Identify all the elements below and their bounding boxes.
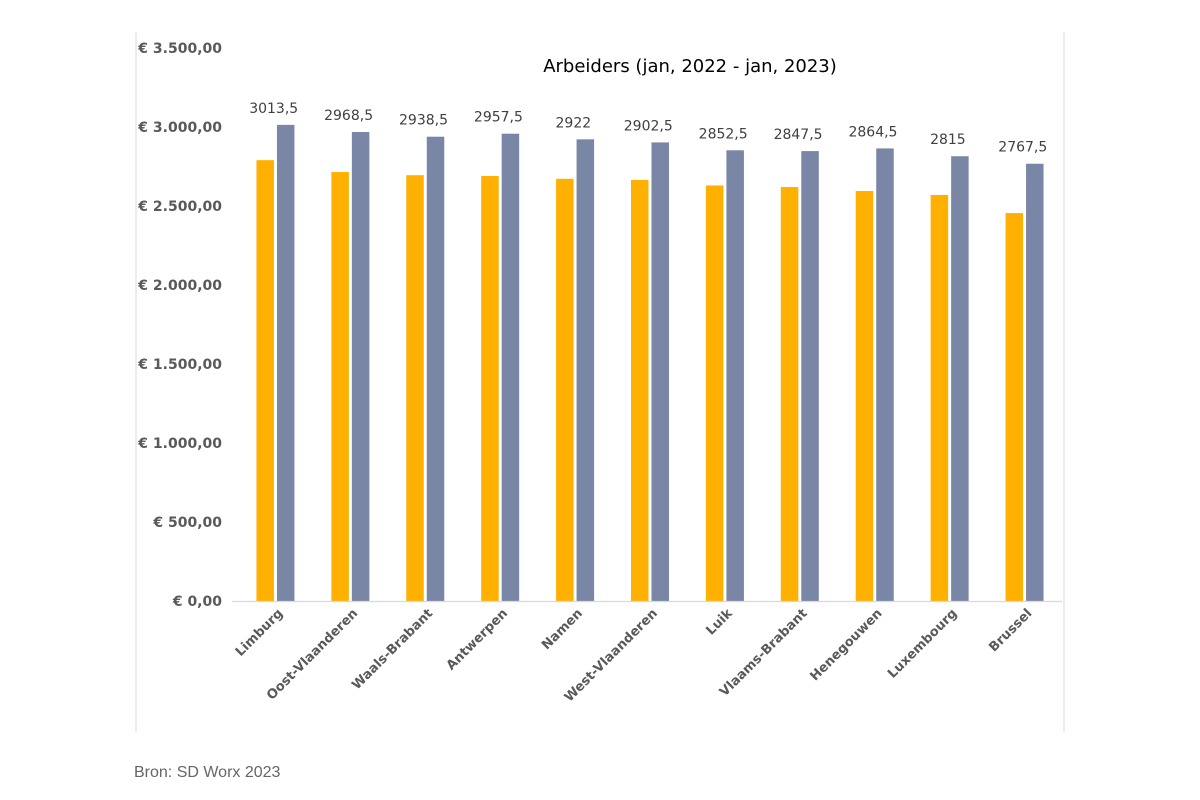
data-label: 2968,5 — [324, 108, 373, 124]
bar-jan-2022 — [780, 187, 799, 602]
x-tick-label: Antwerpen — [444, 606, 511, 673]
bar-jan-2022 — [556, 178, 574, 601]
x-tick-label: Waals-Brabant — [349, 606, 436, 693]
data-label: 2864,5 — [848, 124, 897, 140]
bar-jan-2022 — [855, 190, 874, 602]
data-label: 2938,5 — [399, 113, 448, 129]
bar-jan-2022 — [705, 185, 724, 601]
bar-jan-2022 — [930, 194, 949, 601]
bar-jan-2022 — [406, 175, 424, 601]
y-axis: € 0,00 € 500,00 € 1.000,00 € 1.500,00 € 2.00… — [137, 41, 222, 610]
data-label: 2902,5 — [624, 118, 673, 134]
data-label: 3013,5 — [249, 101, 298, 117]
data-label: 2852,5 — [699, 126, 748, 142]
x-tick-label: Limburg — [233, 606, 286, 659]
data-label: 2957,5 — [474, 110, 523, 126]
y-tick-label: € 0,00 — [172, 594, 222, 610]
bar-jan-2023 — [876, 148, 894, 601]
bar-jan-2023 — [576, 139, 595, 601]
bar-jan-2022 — [1005, 213, 1024, 602]
bars-group — [256, 124, 1044, 602]
data-labels-group: 3013,5 2968,5 2938,5 2957,5 2922 2902,5 2852,5… — [249, 101, 1047, 156]
bar-jan-2023 — [1026, 163, 1044, 602]
bar-jan-2023 — [951, 156, 969, 602]
x-tick-label: Brussel — [986, 606, 1035, 655]
chart-title: Arbeiders (jan, 2022 - jan, 2023) — [543, 56, 837, 77]
x-tick-label: Henegouwen — [808, 606, 886, 684]
x-tick-label: Luxembourg — [885, 606, 960, 681]
bar-jan-2023 — [801, 151, 819, 601]
bar-jan-2023 — [426, 136, 445, 602]
source-note: Bron: SD Worx 2023 — [134, 764, 281, 781]
bar-jan-2023 — [651, 142, 669, 601]
y-tick-label: € 1.000,00 — [137, 436, 222, 452]
y-tick-label: € 500,00 — [152, 515, 222, 531]
x-tick-label: Namen — [539, 606, 586, 653]
bar-jan-2023 — [276, 124, 295, 601]
y-tick-label: € 1.500,00 — [137, 357, 222, 373]
bar-jan-2022 — [331, 172, 349, 601]
bar-jan-2022 — [631, 179, 649, 601]
y-tick-label: € 2.000,00 — [137, 278, 222, 294]
y-tick-label: € 2.500,00 — [137, 199, 222, 215]
bar-jan-2023 — [351, 131, 370, 602]
bar-jan-2023 — [501, 133, 520, 601]
bar-jan-2022 — [256, 160, 274, 601]
data-label: 2922 — [556, 115, 592, 131]
y-tick-label: € 3.000,00 — [137, 120, 222, 136]
data-label: 2767,5 — [998, 140, 1047, 156]
bar-jan-2023 — [726, 150, 744, 601]
data-label: 2847,5 — [774, 127, 823, 143]
data-label: 2815 — [930, 132, 966, 148]
x-tick-label: Luik — [703, 606, 736, 639]
bar-jan-2022 — [481, 175, 499, 602]
y-tick-label: € 3.500,00 — [137, 41, 222, 57]
